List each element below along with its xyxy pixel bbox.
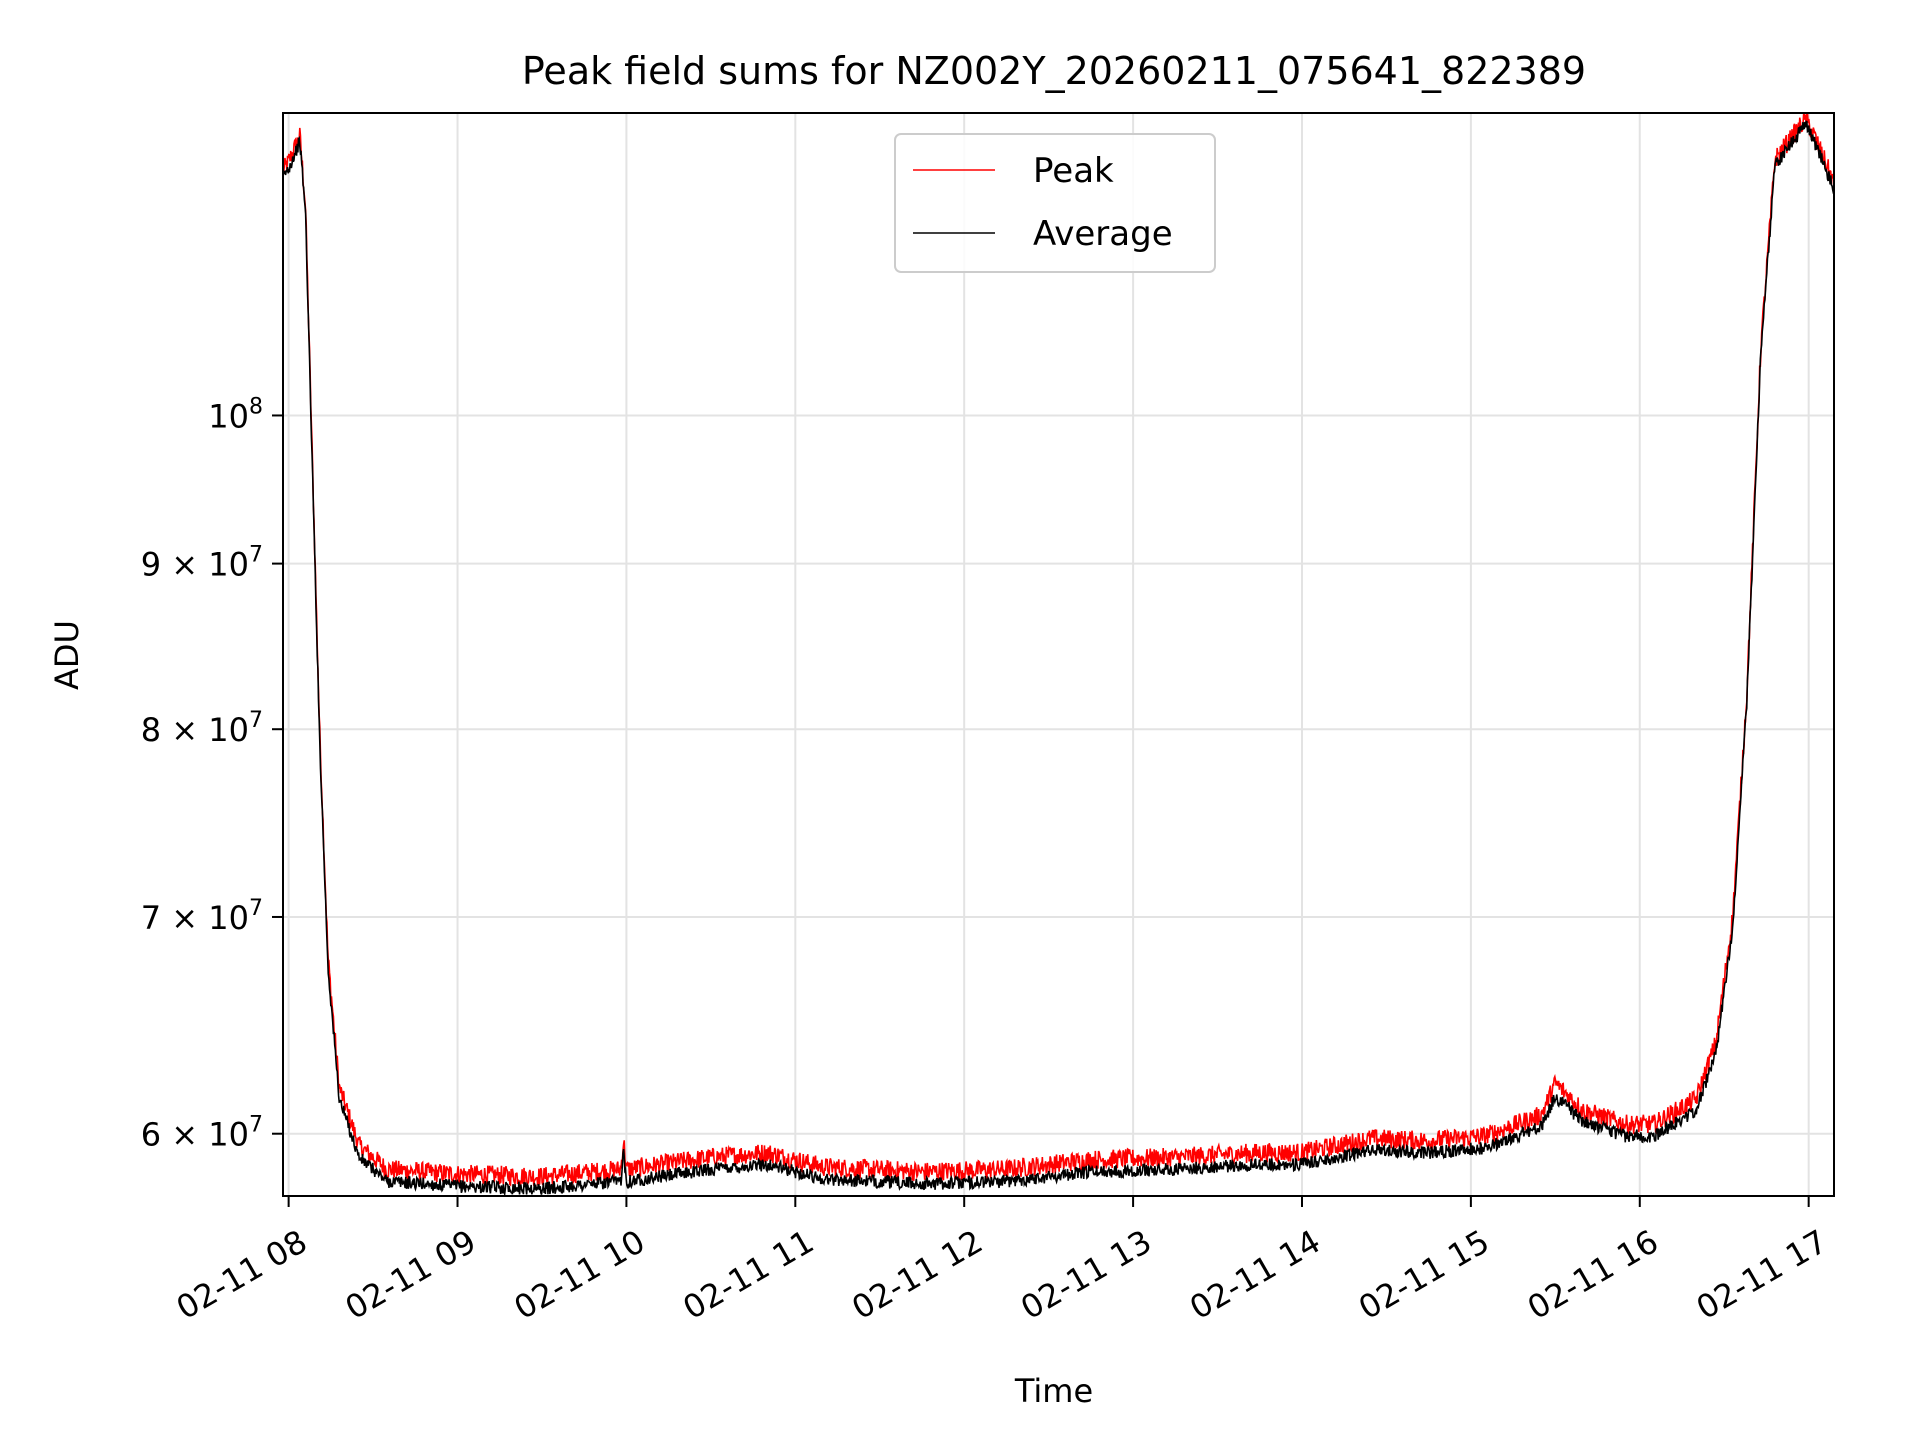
legend-label-peak: Peak [1033, 151, 1114, 191]
y-tick-label: 6 × 107 [141, 1113, 263, 1154]
y-axis-label: ADU [48, 620, 86, 690]
y-axis-ticks: 6 × 107 7 × 107 8 × 107 9 × 107 108 [141, 394, 283, 1154]
y-tick-label: 8 × 107 [141, 708, 263, 749]
y-tick-label: 9 × 107 [141, 543, 263, 584]
chart-title: Peak field sums for NZ002Y_20260211_0756… [522, 49, 1586, 93]
series-line-peak [283, 113, 1834, 1188]
legend-box [894, 133, 1216, 273]
x-axis-label: Time [1014, 1372, 1093, 1410]
series-layer [283, 113, 1834, 1196]
y-tick-label: 108 [208, 394, 263, 435]
plot-frame [282, 112, 1835, 1197]
grid-lines [283, 113, 1834, 1196]
legend-label-average: Average [1033, 214, 1173, 254]
series-line-average [283, 120, 1834, 1196]
y-tick-label: 7 × 107 [141, 896, 263, 937]
legend: Peak Average [894, 133, 1216, 273]
